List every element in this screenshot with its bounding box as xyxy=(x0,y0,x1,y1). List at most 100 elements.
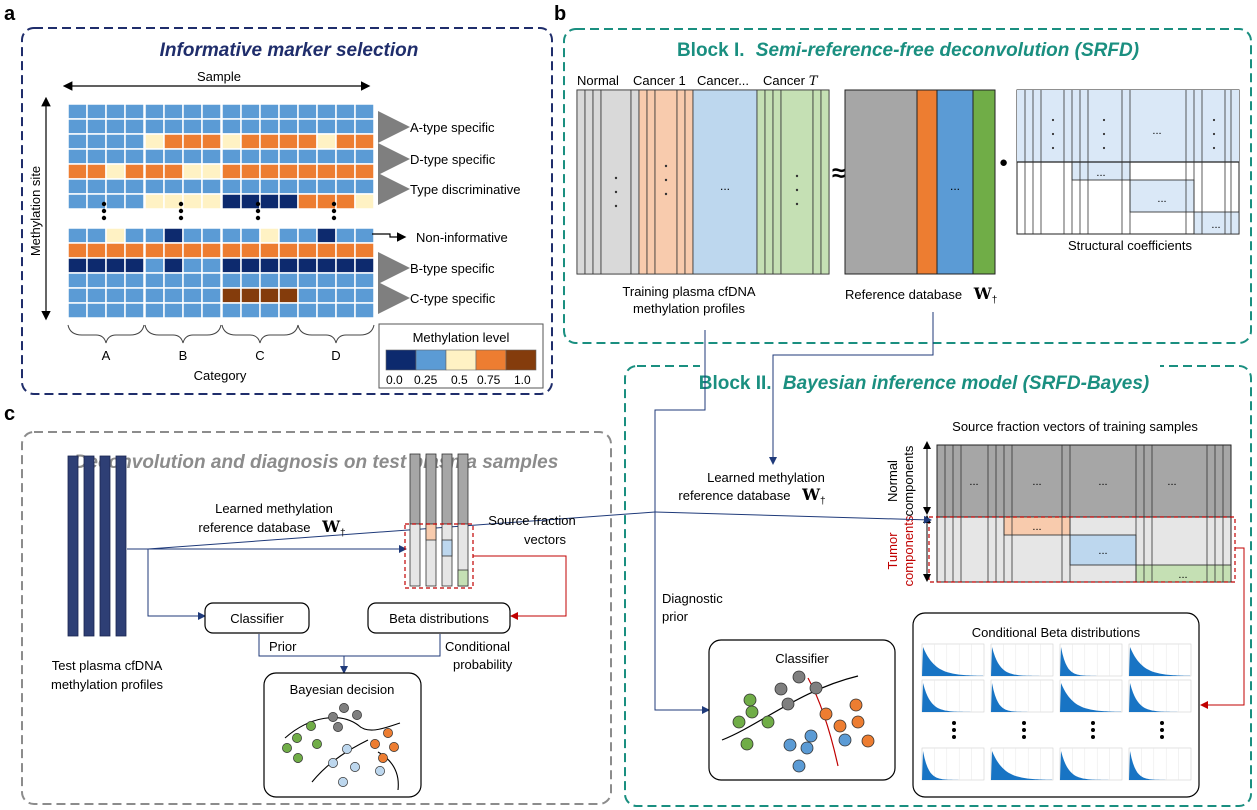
test-caption-line-2: methylation profiles xyxy=(51,677,163,692)
heatmap-cell xyxy=(354,118,375,135)
sample-axis-label: Sample xyxy=(197,69,241,84)
heatmap-cell xyxy=(182,163,203,180)
heatmap-cell xyxy=(297,178,318,195)
heatmap-cell xyxy=(201,163,222,180)
heatmap-cell xyxy=(182,257,203,274)
heatmap-cell xyxy=(335,103,356,120)
heatmap-cell xyxy=(259,257,280,274)
heatmap-cell xyxy=(316,148,337,165)
heatmap-cell xyxy=(259,133,280,150)
heatmap-cell xyxy=(201,287,222,304)
heatmap-cell xyxy=(201,178,222,195)
heatmap-cell xyxy=(67,103,88,120)
col-label-normal: Normal xyxy=(577,73,619,88)
heatmap-cell xyxy=(124,178,145,195)
heatmap-cell xyxy=(86,103,107,120)
panel-c-classifier-box xyxy=(204,602,310,634)
heatmap-cell xyxy=(201,302,222,319)
diagnostic-prior-line-1: Diagnostic xyxy=(662,591,723,606)
heatmap-cell xyxy=(163,257,184,274)
beta-vertical-ellipsis xyxy=(952,721,1164,739)
heatmap-bottom xyxy=(67,227,375,319)
heatmap-cell xyxy=(354,257,375,274)
heatmap-cell xyxy=(105,302,126,319)
heatmap-cell xyxy=(240,118,261,135)
heatmap-cell xyxy=(124,272,145,289)
heatmap-cell xyxy=(240,163,261,180)
panel-c-beta-label: Beta distributions xyxy=(389,611,489,626)
heatmap-cell xyxy=(278,287,299,304)
row-label-a-type: A-type specific xyxy=(410,120,495,135)
heatmap-cell xyxy=(278,193,299,210)
row-label-b-type: B-type specific xyxy=(410,261,495,276)
bayesian-decision-scatter xyxy=(282,703,401,791)
heatmap-cell xyxy=(67,178,88,195)
heatmap-cell xyxy=(163,163,184,180)
heatmap-cell xyxy=(278,103,299,120)
heatmap-top xyxy=(67,103,375,210)
heatmap-cell xyxy=(124,287,145,304)
heatmap-cell xyxy=(86,133,107,150)
heatmap-cell xyxy=(297,163,318,180)
panel-a-frame xyxy=(21,27,553,395)
reference-w-symbol: W xyxy=(973,284,993,303)
source-ellipsis-5: ... xyxy=(1032,521,1041,533)
legend-title: Methylation level xyxy=(413,330,510,345)
heatmap-cell xyxy=(221,227,242,244)
source-fraction-label-line-1: Source fraction xyxy=(488,513,575,528)
source-ellipsis-1: ... xyxy=(969,476,978,488)
block-ii-learned-line-2: reference database W† xyxy=(678,485,825,507)
heatmap-cell xyxy=(201,227,222,244)
reference-w-subscript: † xyxy=(992,295,998,306)
heatmap-cell xyxy=(297,302,318,319)
heatmap-cell xyxy=(105,118,126,135)
heatmap-cell xyxy=(163,193,184,210)
heatmap-cell xyxy=(86,178,107,195)
heatmap-cell xyxy=(354,103,375,120)
heatmap-cell xyxy=(316,272,337,289)
heatmap-cell xyxy=(182,133,203,150)
panel-c-flow-arrows xyxy=(127,545,441,674)
heatmap-cell xyxy=(86,118,107,135)
heatmap-cell xyxy=(335,118,356,135)
heatmap-cell xyxy=(67,272,88,289)
heatmap-cell xyxy=(163,227,184,244)
heatmap-cell xyxy=(163,272,184,289)
heatmap-cell xyxy=(259,118,280,135)
heatmap-cell xyxy=(240,193,261,210)
bayesian-decision-label: Bayesian decision xyxy=(290,682,395,697)
panel-b-letter: b xyxy=(554,3,566,25)
heatmap-cell xyxy=(335,133,356,150)
heatmap-cell xyxy=(105,103,126,120)
heatmap-cell xyxy=(105,163,126,180)
heatmap-cell xyxy=(201,148,222,165)
beta-distributions-title: Conditional Beta distributions xyxy=(972,625,1141,640)
heatmap-cell xyxy=(67,287,88,304)
heatmap-cell xyxy=(124,163,145,180)
normal-label-line-2: components xyxy=(901,445,916,516)
heatmap-cell xyxy=(105,133,126,150)
block-ii-w-subscript: † xyxy=(820,496,826,507)
training-ellipsis: ... xyxy=(720,179,730,193)
test-profile-bars xyxy=(67,455,127,637)
heatmap-cell xyxy=(182,178,203,195)
heatmap-cell xyxy=(278,227,299,244)
block-ii-learned-line-2-text: reference database xyxy=(678,488,790,503)
heatmap-cell xyxy=(144,148,165,165)
heatmap-cell xyxy=(278,272,299,289)
category-braces xyxy=(67,324,375,344)
category-b: B xyxy=(179,348,188,363)
heatmap-cell xyxy=(316,257,337,274)
block-ii-classifier-scatter xyxy=(721,670,875,773)
heatmap-cell xyxy=(124,227,145,244)
prior-label: Prior xyxy=(269,639,297,654)
heatmap-cell xyxy=(259,242,280,259)
diagnostic-prior-line-2: prior xyxy=(662,609,689,624)
heatmap-cell xyxy=(182,103,203,120)
block-ii-w-symbol: W xyxy=(801,485,821,504)
category-axis-label: Category xyxy=(194,368,247,383)
heatmap-cell xyxy=(259,287,280,304)
heatmap-cell xyxy=(259,227,280,244)
heatmap-cell xyxy=(67,227,88,244)
